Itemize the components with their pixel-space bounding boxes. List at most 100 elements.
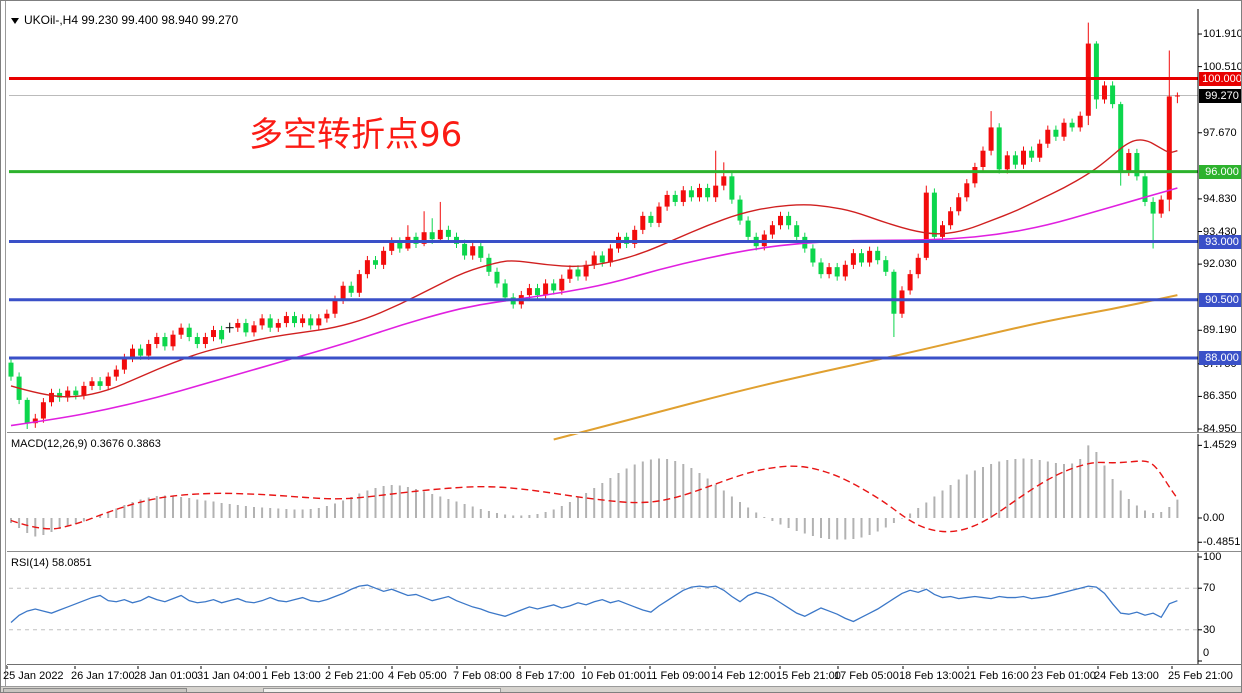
- candle-body: [842, 264, 848, 277]
- time-label: 7 Feb 08:00: [453, 670, 512, 682]
- price-axis[interactable]: 101.910 100.510 97.670 94.830 93.430 92.030 89…: [1199, 7, 1242, 667]
- candle-body: [1069, 122, 1075, 128]
- candle-body: [138, 348, 144, 356]
- candle-body: [632, 229, 638, 244]
- candle-body: [567, 269, 573, 279]
- candle-body: [745, 220, 751, 237]
- candle-body: [778, 215, 783, 226]
- candle-body: [81, 385, 87, 396]
- candle-body: [348, 285, 354, 293]
- candle-body: [146, 344, 152, 356]
- candle-body: [121, 357, 127, 370]
- candle-body: [1102, 85, 1107, 100]
- text-annotation[interactable]: 多空转折点96: [249, 115, 463, 155]
- time-label: 24 Feb 13:00: [1094, 670, 1159, 682]
- candle-body: [40, 402, 46, 419]
- candle-body: [705, 187, 711, 198]
- candle-body: [316, 318, 322, 326]
- candle-body: [915, 257, 921, 275]
- price-badge-96.000: 96.000: [1199, 164, 1241, 179]
- candle-body: [89, 381, 95, 386]
- candle-body: [332, 299, 338, 314]
- candle-body: [130, 348, 135, 358]
- candle-body: [721, 176, 727, 186]
- candle-body: [1134, 153, 1140, 177]
- candle-body: [850, 253, 856, 265]
- price-badge-88.000: 88.000: [1199, 350, 1241, 365]
- candle-body: [996, 127, 1002, 170]
- candle-body: [899, 290, 905, 314]
- candle-body: [478, 246, 484, 258]
- bottom-tab-2[interactable]: [263, 688, 501, 692]
- time-label: 26 Jan 17:00: [71, 670, 135, 682]
- candle-body: [810, 248, 816, 263]
- macd-tick-1.4529: 1.4529: [1203, 439, 1237, 452]
- candle-body: [73, 390, 79, 396]
- expand-triangle-icon[interactable]: [11, 17, 19, 24]
- candle-body: [429, 232, 435, 240]
- candle-body: [794, 225, 800, 237]
- candle-body: [275, 323, 281, 328]
- candle-body: [867, 250, 873, 263]
- time-label: 31 Jan 04:00: [197, 670, 261, 682]
- candle-body: [688, 190, 694, 198]
- candle-body: [769, 225, 775, 235]
- ma-fast-red: [10, 139, 1178, 398]
- price-badge-100.000: 100.000: [1199, 71, 1241, 86]
- time-label: 28 Jan 01:00: [134, 670, 198, 682]
- candle-body: [940, 225, 945, 237]
- bottom-tab-1[interactable]: [3, 688, 187, 692]
- time-axis[interactable]: 25 Jan 2022 26 Jan 17:00 28 Jan 01:00 31 Ja…: [1, 667, 1241, 686]
- candle-body: [1061, 122, 1067, 137]
- panel-separator-macd[interactable]: [7, 432, 1241, 433]
- candle-body: [526, 288, 532, 296]
- price-badge-99.270: 99.270: [1199, 88, 1241, 103]
- candle-body: [640, 215, 646, 230]
- candle-body: [729, 176, 735, 200]
- candle-body: [300, 318, 306, 324]
- time-label: 11 Feb 09:00: [646, 670, 711, 682]
- candle-body: [105, 376, 111, 386]
- rsi-tick-100: 100: [1203, 551, 1222, 563]
- candle-body: [202, 337, 208, 345]
- time-label: 8 Feb 17:00: [516, 670, 575, 682]
- candle-body: [535, 288, 540, 296]
- candle-body: [826, 267, 832, 275]
- candle-body: [437, 229, 443, 240]
- candle-body: [559, 278, 565, 291]
- candle-body: [972, 167, 978, 184]
- candle-body: [65, 390, 71, 398]
- panel-separator-rsi[interactable]: [7, 551, 1241, 552]
- candle-body: [8, 362, 14, 377]
- price-tick-89.190: 89.190: [1203, 324, 1237, 337]
- candle-body: [948, 211, 954, 226]
- candle-body: [340, 285, 346, 300]
- candle-body: [1158, 199, 1164, 214]
- candle-body: [543, 283, 549, 296]
- symbol-ohlc-readout: UKOil-,H4 99.230 99.400 98.940 99.270: [11, 13, 238, 27]
- candle-body: [397, 241, 403, 249]
- candle-body: [786, 215, 792, 226]
- candle-body: [1142, 176, 1148, 202]
- candle-body: [283, 316, 289, 324]
- candle-body: [818, 262, 824, 275]
- macd-tick-0.00: 0.00: [1203, 512, 1225, 524]
- candle-body: [737, 199, 743, 221]
- candle-body: [1077, 115, 1083, 128]
- candle-body: [356, 274, 362, 293]
- time-label: 14 Feb 12:00: [711, 670, 776, 682]
- candle-body: [875, 250, 881, 261]
- time-label: 25 Jan 2022: [3, 670, 64, 682]
- candle-body: [713, 185, 719, 198]
- candle-body: [680, 190, 686, 202]
- price-tick-100.510: 100.510: [1203, 60, 1242, 73]
- candle-body: [956, 197, 962, 212]
- candle-body: [1004, 155, 1010, 170]
- candle-body: [859, 253, 864, 263]
- candle-body: [1118, 104, 1124, 172]
- candle-body: [494, 271, 500, 284]
- candle-body: [267, 318, 273, 328]
- candle-body: [575, 269, 581, 277]
- rsi-line: [10, 584, 1178, 624]
